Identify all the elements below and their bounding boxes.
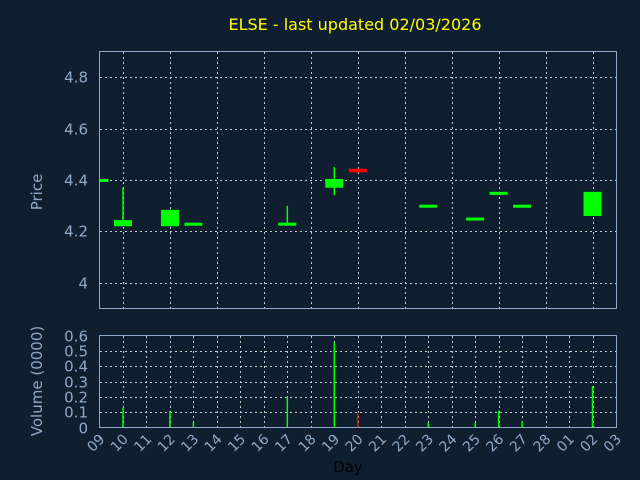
- candle-body: [583, 191, 602, 216]
- x-tick-label: 28: [530, 432, 554, 456]
- price-grid: [100, 52, 616, 308]
- price-panel-frame: [99, 51, 617, 309]
- candle-body: [184, 222, 203, 226]
- price-axis-label: Price: [28, 174, 46, 211]
- volume-tick-label: 0.4: [64, 358, 88, 376]
- x-tick-label: 11: [131, 432, 155, 456]
- x-tick-label: 16: [249, 431, 273, 455]
- volume-tick-label: 0.3: [64, 374, 88, 392]
- x-tick-label: 25: [460, 432, 484, 456]
- x-tick-label: 20: [343, 432, 367, 456]
- volume-grid: [100, 336, 616, 427]
- volume-bars: [122, 342, 594, 428]
- price-tick-label: 4.4: [64, 172, 88, 190]
- x-tick-label: 14: [202, 431, 226, 455]
- candle-body: [513, 204, 532, 208]
- x-tick-label: 12: [155, 432, 179, 456]
- price-tick-label: 4.6: [64, 121, 88, 139]
- x-tick-labels: 09 10 11 12 13 14 15 16 17 18 19 20 21 22 23 24 25 26 27 28…: [84, 431, 624, 455]
- x-tick-label: 26: [484, 431, 508, 455]
- x-tick-label: 15: [225, 432, 249, 456]
- x-axis-label: Day: [333, 458, 363, 476]
- x-tick-label: 01: [554, 432, 578, 456]
- candle-body: [113, 220, 132, 227]
- x-tick-label: 13: [178, 432, 202, 456]
- candles: [100, 167, 602, 227]
- volume-axis-label: Volume (0000): [28, 326, 46, 436]
- x-tick-label: 24: [437, 431, 461, 455]
- price-tick-label: 4: [78, 275, 88, 293]
- chart-title: ELSE - last updated 02/03/2026: [228, 15, 481, 34]
- candle-body: [419, 204, 438, 208]
- candle-body: [278, 222, 297, 226]
- x-tick-label: 22: [390, 432, 414, 456]
- x-tick-label: 10: [108, 432, 132, 456]
- volume-tick-label: 0.6: [64, 328, 88, 346]
- candle-body: [466, 217, 485, 221]
- x-tick-label: 21: [366, 432, 390, 456]
- price-tick-label: 4.8: [64, 69, 88, 87]
- volume-tick-label: 0.1: [64, 404, 88, 422]
- volume-tick-label: 0: [78, 420, 88, 438]
- candle-body: [489, 191, 508, 195]
- volume-tick-label: 0.5: [64, 343, 88, 361]
- candle-body: [100, 179, 109, 182]
- candle-body: [325, 179, 344, 188]
- x-tick-label: 19: [319, 432, 343, 456]
- x-tick-label: 02: [577, 432, 601, 456]
- x-tick-label: 17: [272, 432, 296, 456]
- x-tick-label: 18: [296, 432, 320, 456]
- x-tick-label: 03: [601, 432, 625, 456]
- x-tick-label: 27: [507, 432, 531, 456]
- price-tick-label: 4.2: [64, 223, 88, 241]
- volume-tick-label: 0.2: [64, 389, 88, 407]
- volume-y-ticks: 00.10.20.30.40.50.6: [64, 328, 88, 438]
- candle-body: [160, 209, 179, 227]
- price-y-ticks: 4 4.2 4.4 4.6 4.8: [64, 69, 88, 293]
- candle-body: [348, 168, 367, 173]
- x-tick-label: 23: [413, 432, 437, 456]
